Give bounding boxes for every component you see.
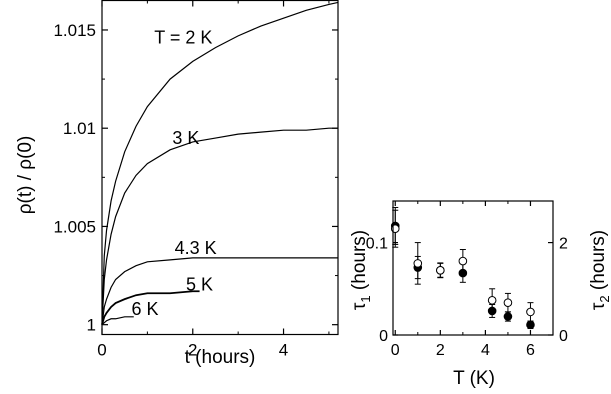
tau1-point	[526, 320, 535, 330]
tau2-point	[487, 296, 497, 305]
inset-x-axis-label: T (K)	[453, 368, 495, 389]
inset-y-tick-label: 0.1	[366, 236, 388, 253]
tau2-point	[526, 307, 535, 317]
x-tick-label: 2	[188, 341, 197, 360]
inset-plot-frame	[392, 200, 554, 336]
inset-y2-axis-label: τ2 (hours)	[588, 230, 611, 310]
inset-y-tick-label: 0	[379, 328, 388, 345]
x-tick-label: 4	[279, 341, 288, 360]
y-tick-label: 1	[87, 316, 96, 335]
main-x-axis-label: t (hours)	[185, 347, 256, 368]
curve-annotation: 4.3 K	[175, 238, 217, 258]
y-tick-label: 1.01	[63, 119, 96, 138]
curve-annotation: T = 2 K	[154, 28, 212, 48]
main-ticks: 0 2 4 1 1.005 1.01 1.015	[53, 0, 338, 360]
inset-y2-tick-label: 2	[559, 236, 568, 253]
main-chart: 0 2 4 1 1.005 1.01 1.015 T = 2 K 3 K 4.3 K 5 K 6 K…	[15, 0, 339, 368]
tau2-point	[436, 266, 445, 275]
x-tick-label: 0	[97, 341, 106, 360]
svg-text:τ1 (hours): τ1 (hours)	[349, 230, 373, 310]
series-line-3k	[101, 127, 338, 325]
inset-points	[390, 206, 535, 330]
tau2-point	[413, 259, 423, 268]
inset-x-tick-label: 2	[436, 342, 445, 359]
main-y-axis-label: ρ(t) / ρ(0)	[15, 136, 36, 215]
tau2-point	[458, 256, 468, 266]
svg-text:τ2 (hours): τ2 (hours)	[588, 230, 611, 310]
curve-annotation: 5 K	[186, 274, 213, 294]
series-line-6k	[101, 316, 134, 326]
curve-annotation: 6 K	[132, 299, 159, 319]
tau1-point	[503, 312, 513, 321]
main-curves	[101, 1, 339, 326]
inset-y2-tick-label: 0	[559, 328, 568, 345]
main-annotations: T = 2 K 3 K 4.3 K 5 K 6 K	[132, 28, 217, 320]
main-plot-frame	[101, 0, 339, 336]
inset-x-tick-label: 6	[526, 342, 535, 359]
inset-chart: 0 2 4 6 0 0.1 0 2 T (K) τ1 (hours) τ2 (hours)	[349, 200, 611, 389]
y-tick-label: 1.015	[53, 21, 96, 40]
series-line-t2k	[101, 1, 339, 325]
series-line-4.3k	[101, 257, 338, 325]
inset-ticks: 0 2 4 6 0 0.1 0 2	[366, 201, 568, 359]
tau2-point	[503, 298, 513, 307]
inset-x-tick-label: 0	[391, 342, 400, 359]
y-tick-label: 1.005	[53, 217, 96, 236]
inset-y-axis-label: τ1 (hours)	[349, 230, 373, 310]
series-line-5k	[101, 290, 200, 325]
inset-x-tick-label: 4	[481, 342, 490, 359]
curve-annotation: 3 K	[172, 128, 199, 148]
